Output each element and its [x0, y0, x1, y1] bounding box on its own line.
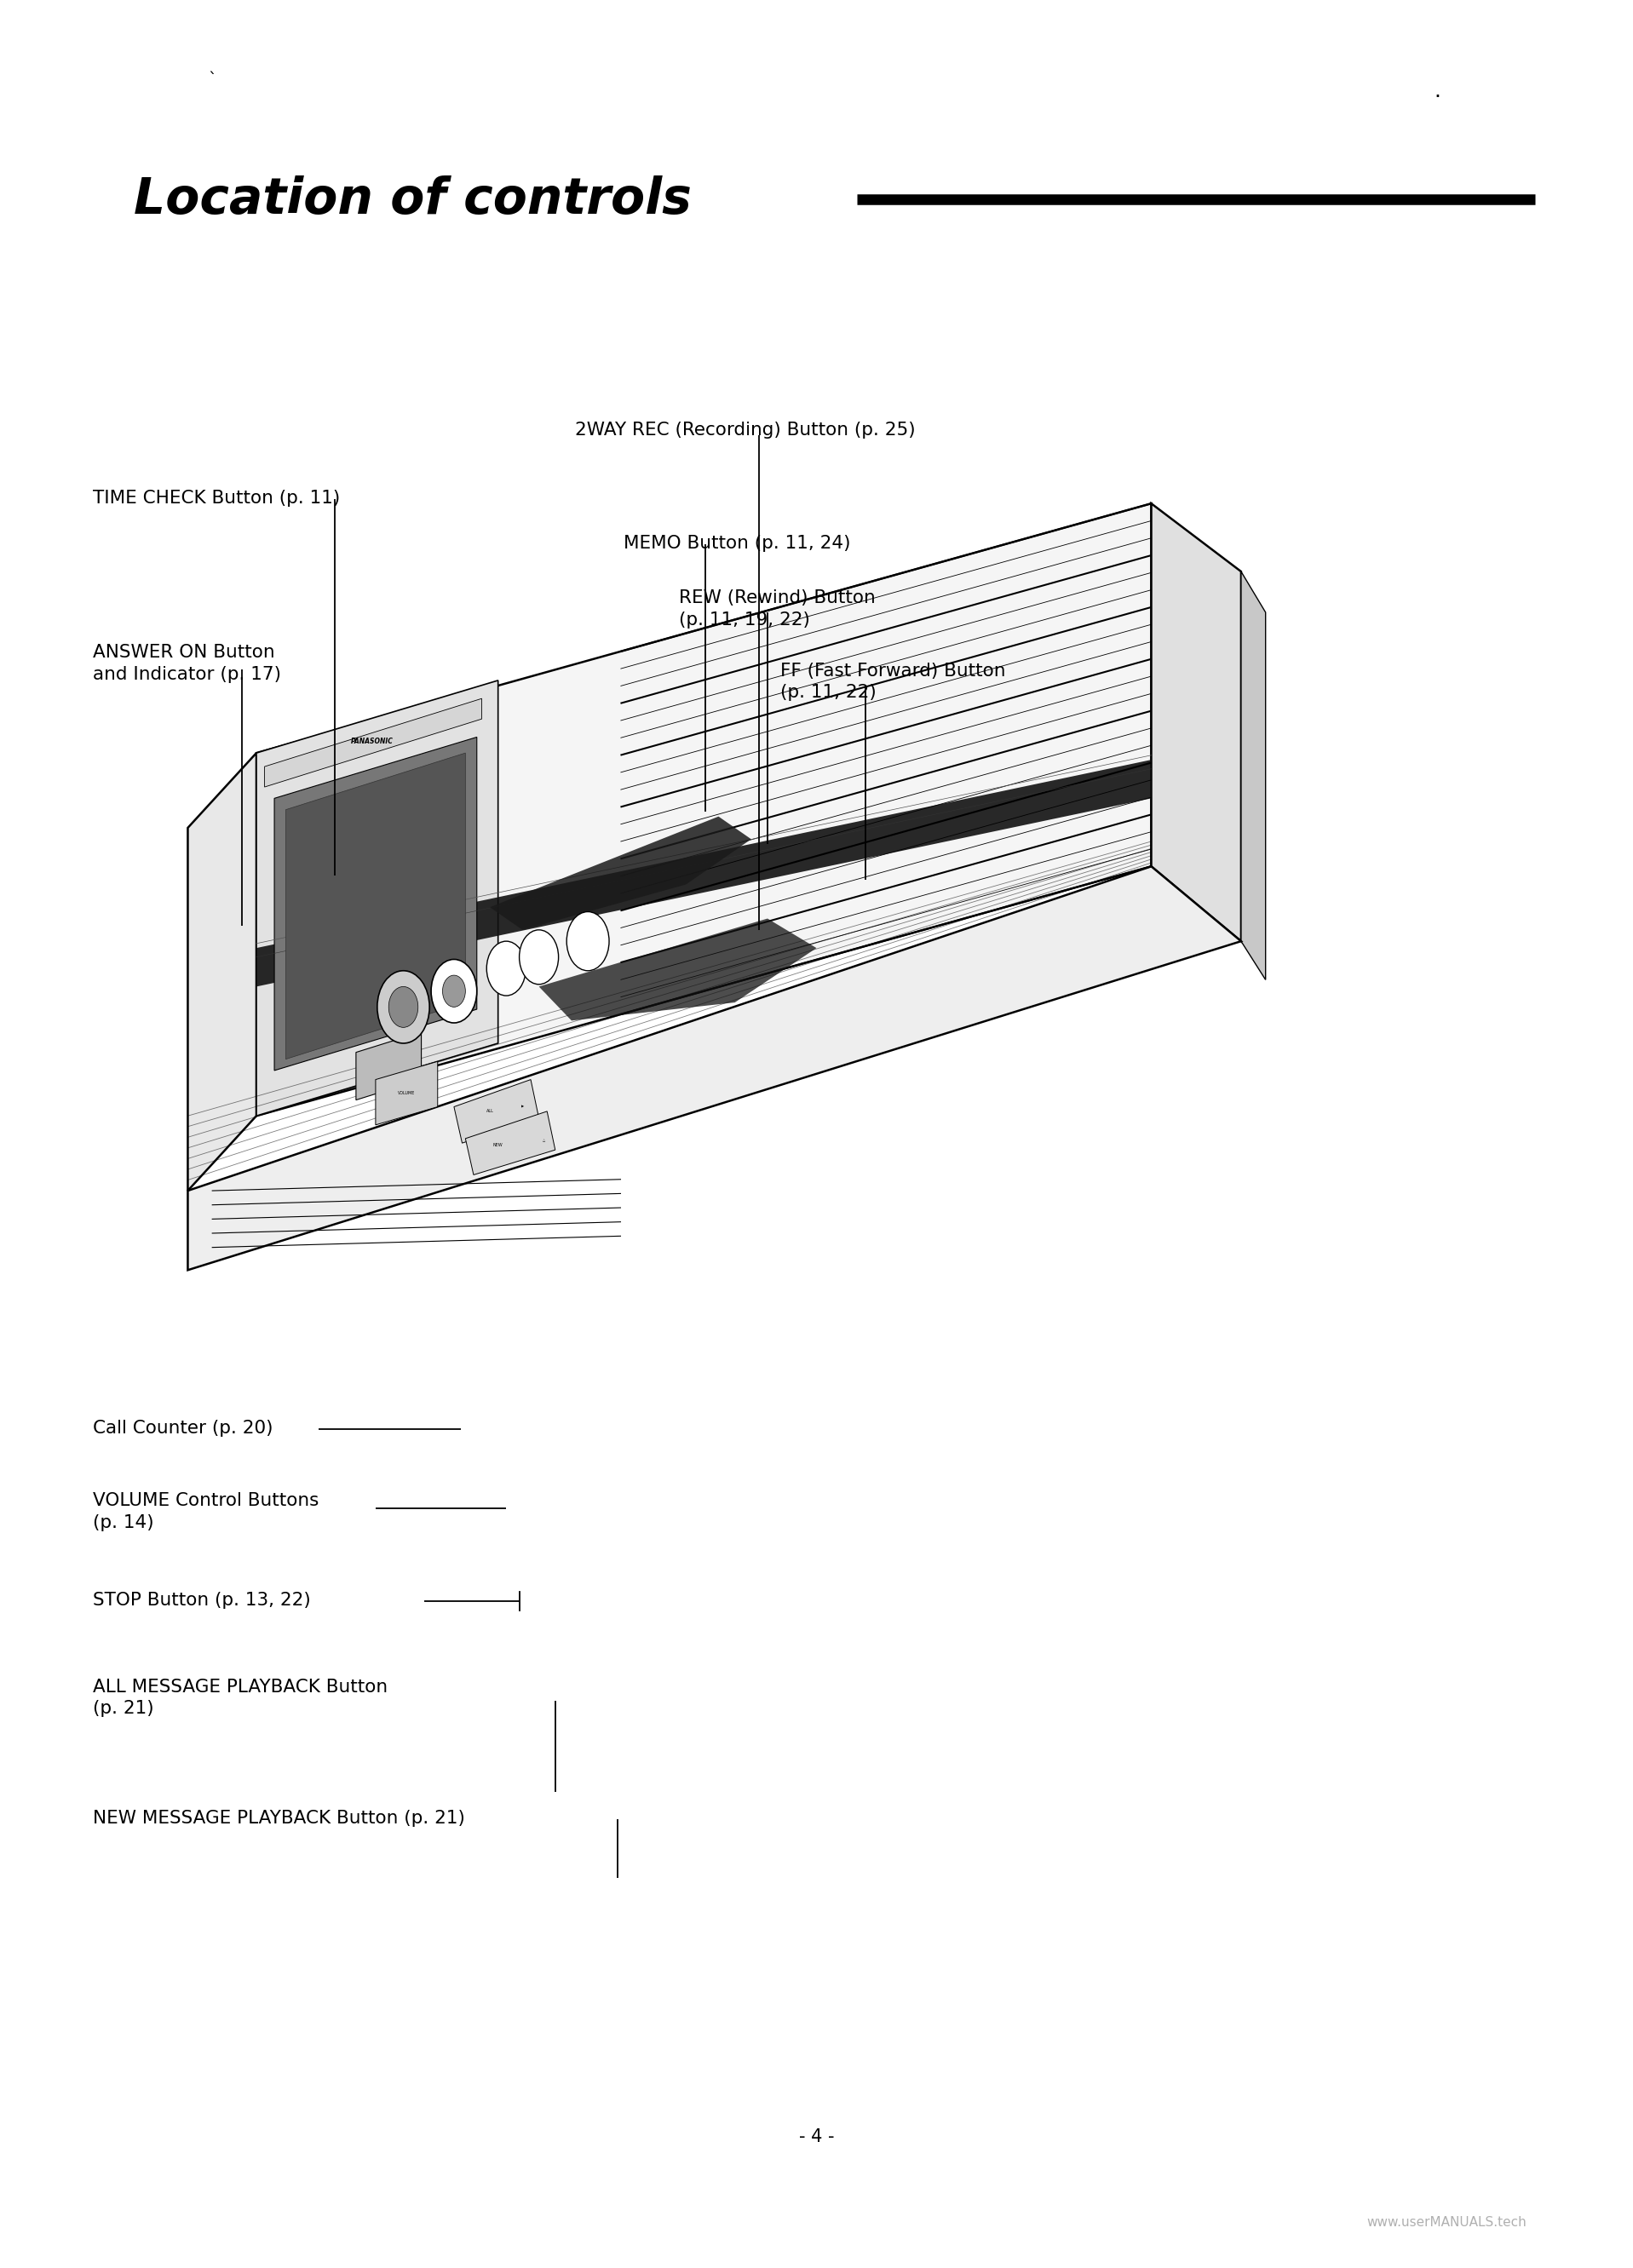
Polygon shape [286, 753, 465, 1059]
Text: Call Counter (p. 20): Call Counter (p. 20) [93, 1420, 273, 1438]
Polygon shape [454, 1080, 539, 1143]
Circle shape [389, 987, 418, 1027]
Text: △: △ [542, 1139, 545, 1143]
Text: 2WAY REC (Recording) Button (p. 25): 2WAY REC (Recording) Button (p. 25) [575, 422, 914, 440]
Text: .: . [1434, 79, 1440, 102]
Text: STOP Button (p. 13, 22): STOP Button (p. 13, 22) [93, 1592, 310, 1610]
Circle shape [377, 971, 429, 1043]
Circle shape [443, 975, 465, 1007]
Polygon shape [188, 866, 1241, 1270]
Polygon shape [256, 680, 498, 1116]
Circle shape [519, 930, 558, 984]
Text: NEW: NEW [493, 1143, 503, 1148]
Polygon shape [1151, 503, 1241, 941]
Text: TIME CHECK Button (p. 11): TIME CHECK Button (p. 11) [93, 490, 340, 508]
Text: VOLUME: VOLUME [398, 1091, 415, 1095]
Text: MEMO Button (p. 11, 24): MEMO Button (p. 11, 24) [624, 535, 851, 553]
Text: ▶: ▶ [521, 1105, 524, 1109]
Text: - 4 -: - 4 - [799, 2127, 834, 2146]
Text: www.userMANUALS.tech: www.userMANUALS.tech [1367, 2216, 1527, 2229]
Polygon shape [256, 760, 1151, 987]
Polygon shape [356, 1032, 421, 1100]
Text: Location of controls: Location of controls [134, 175, 692, 225]
Text: PANASONIC: PANASONIC [351, 737, 394, 746]
Polygon shape [376, 1061, 438, 1125]
Polygon shape [490, 816, 751, 930]
Polygon shape [265, 699, 482, 787]
Circle shape [567, 912, 609, 971]
Polygon shape [274, 737, 477, 1070]
Polygon shape [188, 753, 256, 1191]
Polygon shape [256, 503, 1151, 1116]
Polygon shape [1241, 572, 1266, 980]
Text: ALL MESSAGE PLAYBACK Button
(p. 21): ALL MESSAGE PLAYBACK Button (p. 21) [93, 1678, 389, 1717]
Circle shape [487, 941, 526, 996]
Polygon shape [465, 1111, 555, 1175]
Text: FF (Fast Forward) Button
(p. 11, 22): FF (Fast Forward) Button (p. 11, 22) [781, 662, 1006, 701]
Text: REW (Rewind) Button
(p. 11, 19, 22): REW (Rewind) Button (p. 11, 19, 22) [679, 590, 875, 628]
Polygon shape [539, 919, 816, 1021]
Text: ALL: ALL [487, 1109, 493, 1114]
Text: ANSWER ON Button
and Indicator (p. 17): ANSWER ON Button and Indicator (p. 17) [93, 644, 281, 683]
Circle shape [431, 959, 477, 1023]
Text: NEW MESSAGE PLAYBACK Button (p. 21): NEW MESSAGE PLAYBACK Button (p. 21) [93, 1810, 465, 1828]
Text: `: ` [207, 70, 217, 88]
Text: VOLUME Control Buttons
(p. 14): VOLUME Control Buttons (p. 14) [93, 1492, 318, 1531]
